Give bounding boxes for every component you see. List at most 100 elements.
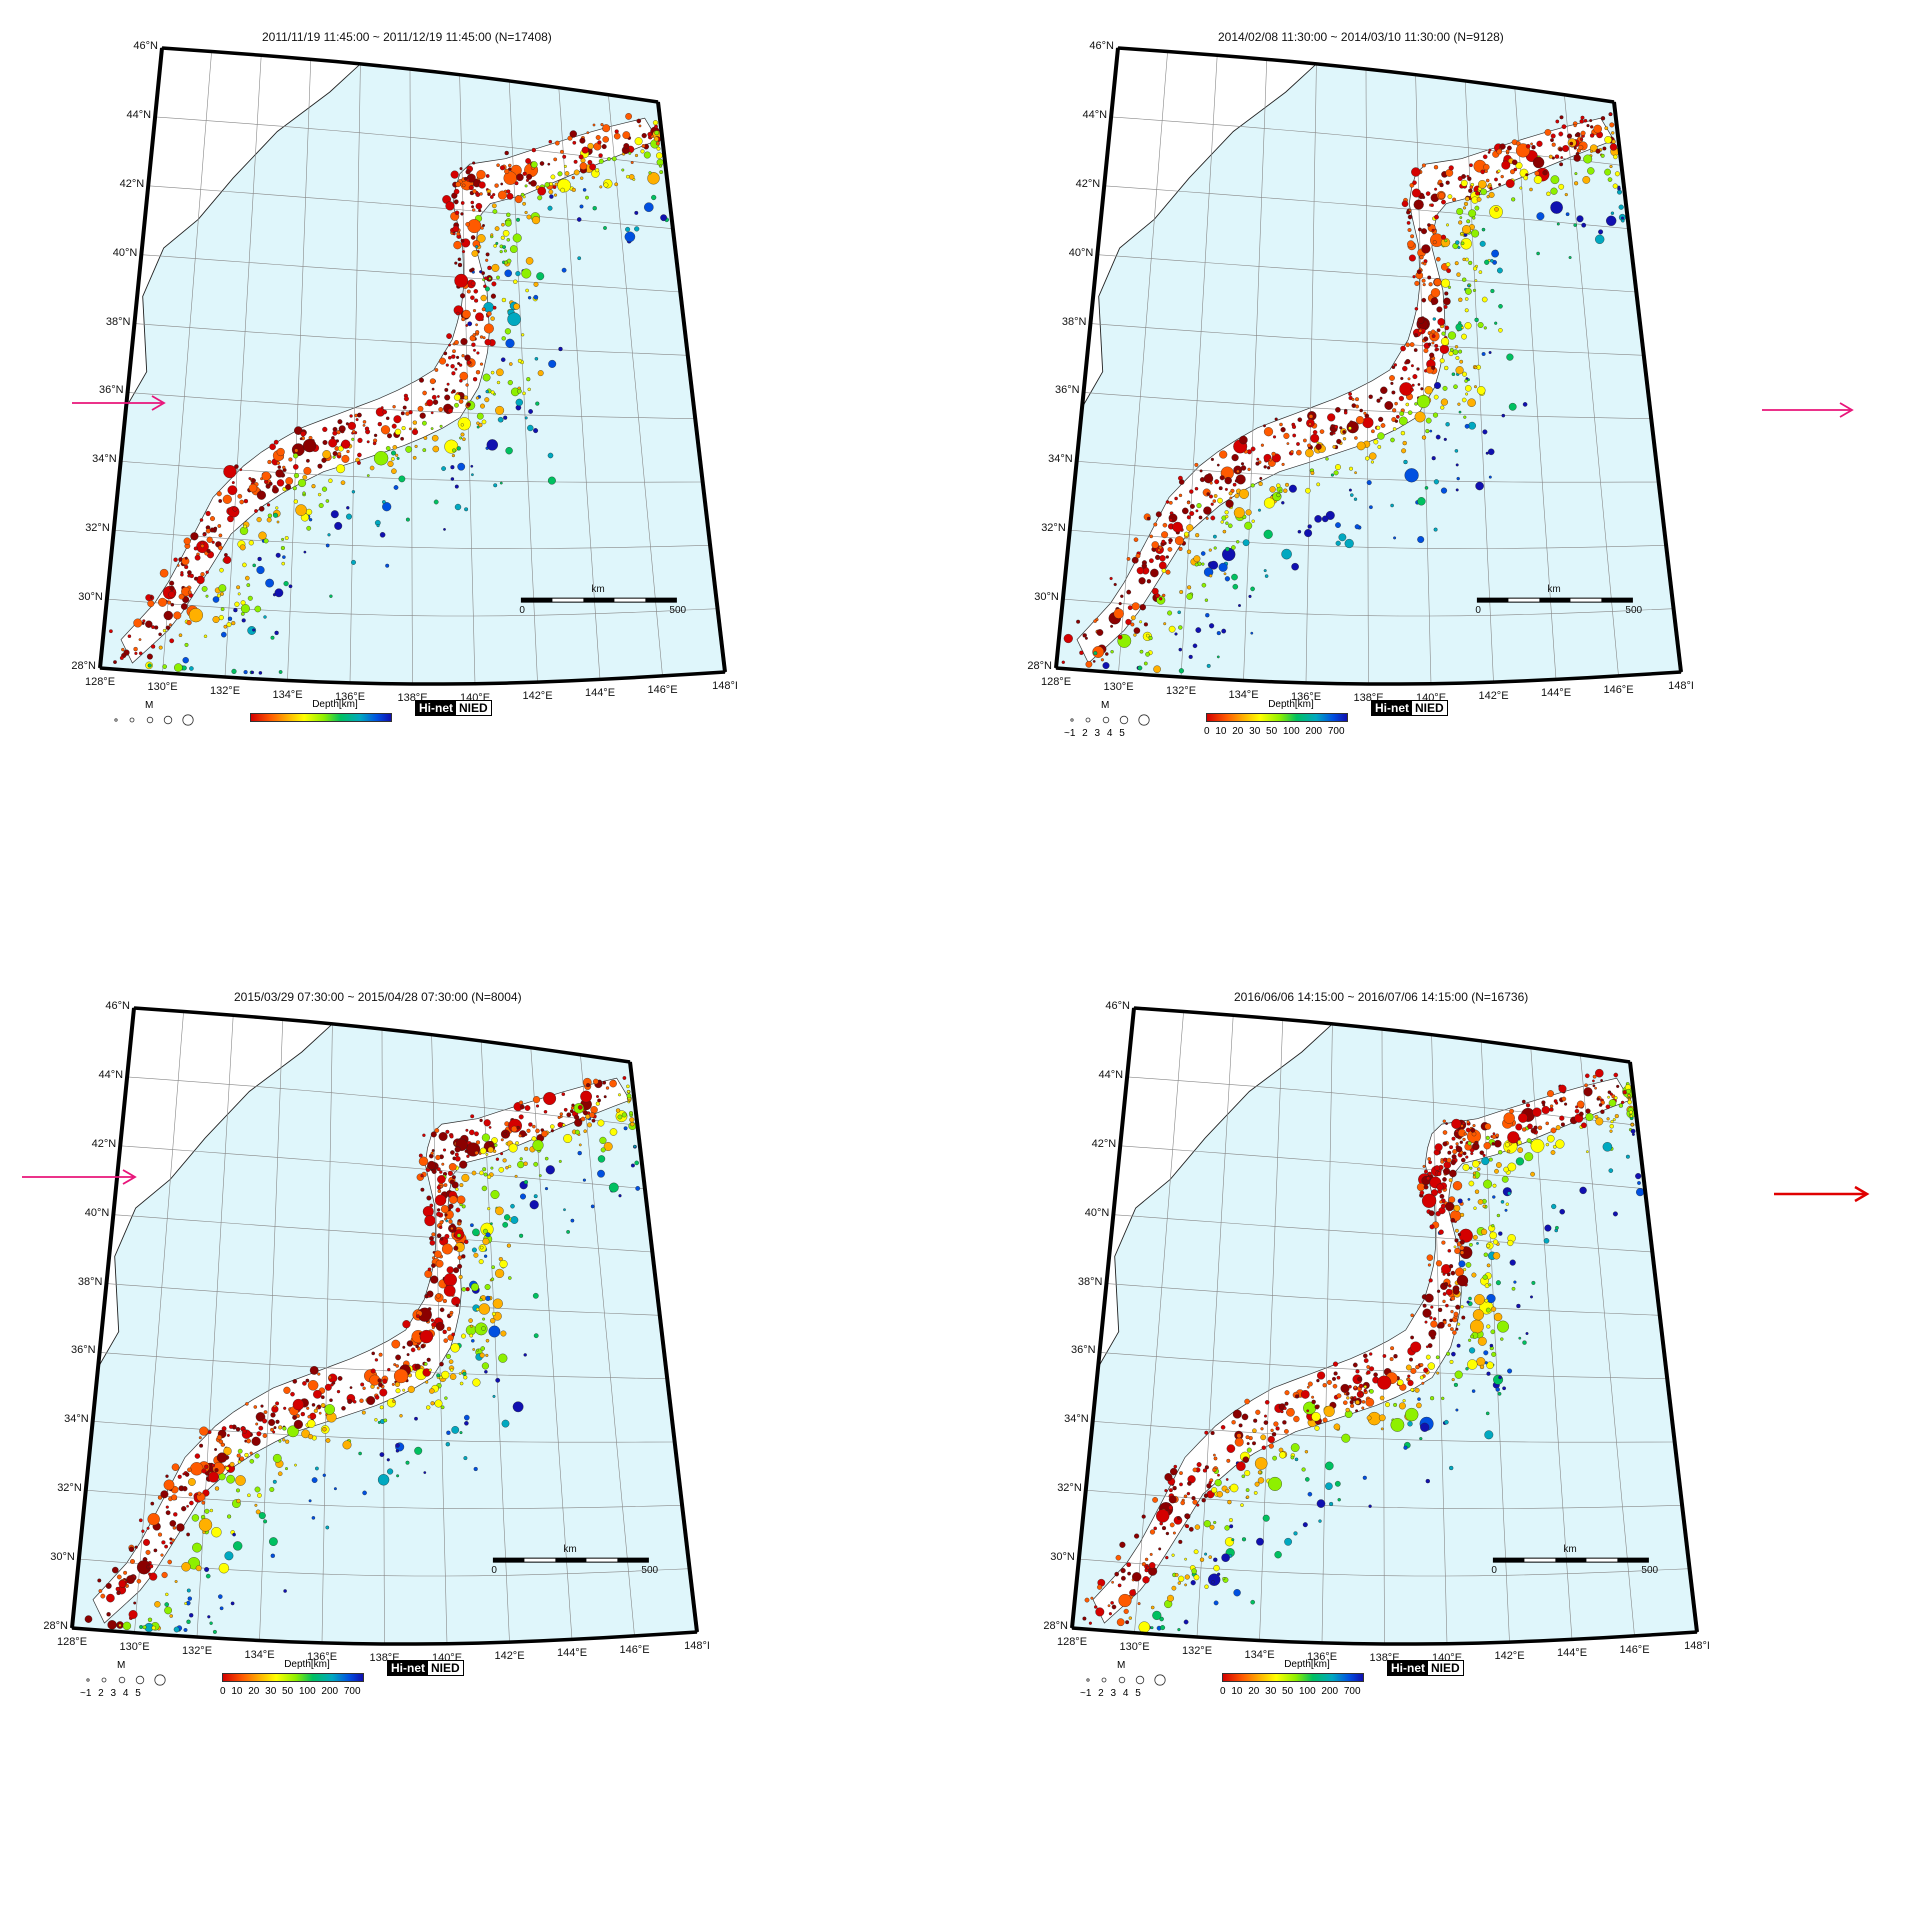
earthquake-dot — [1488, 1283, 1492, 1287]
earthquake-dot — [1465, 1367, 1469, 1371]
earthquake-dot — [472, 161, 476, 165]
earthquake-dot — [566, 1230, 570, 1234]
earthquake-dot — [277, 1471, 283, 1476]
earthquake-dot — [324, 1404, 335, 1415]
earthquake-dot — [1483, 1252, 1488, 1257]
earthquake-dot — [1479, 1364, 1485, 1370]
depth-legend-ticks: 0 10 20 30 50 100 200 700 — [1204, 726, 1345, 737]
earthquake-dot — [446, 1354, 451, 1359]
earthquake-dot — [456, 311, 460, 316]
earthquake-dot — [1240, 462, 1245, 466]
location-arrow-head — [122, 1169, 137, 1185]
lat-label: 36°N — [98, 384, 124, 397]
earthquake-dot — [116, 1590, 121, 1596]
earthquake-dot — [167, 1559, 172, 1565]
earthquake-dot — [463, 1375, 468, 1380]
earthquake-dot — [1252, 1441, 1256, 1446]
earthquake-dot — [338, 425, 346, 433]
earthquake-dot — [1213, 1600, 1219, 1606]
earthquake-dot — [443, 1183, 448, 1187]
lat-label: 30°N — [78, 591, 103, 604]
earthquake-dot — [1457, 402, 1461, 406]
earthquake-dot — [357, 412, 362, 418]
earthquake-dot — [209, 1621, 213, 1625]
earthquake-dot — [478, 1259, 484, 1265]
logo-hinet-text: Hi-net — [1372, 701, 1412, 715]
earthquake-dot — [97, 1578, 102, 1583]
earthquake-dot — [292, 1379, 298, 1384]
earthquake-dot — [160, 1553, 164, 1557]
earthquake-dot — [1529, 187, 1533, 192]
earthquake-dot — [219, 567, 224, 573]
earthquake-dot — [1312, 430, 1318, 435]
earthquake-dot — [328, 478, 333, 483]
earthquake-dot — [485, 174, 490, 178]
earthquake-dot — [272, 1479, 277, 1484]
earthquake-dot — [149, 1564, 154, 1569]
earthquake-dot — [1209, 623, 1215, 629]
earthquake-dot — [634, 153, 639, 158]
earthquake-dot — [626, 1084, 630, 1089]
earthquake-dot — [1258, 481, 1263, 486]
earthquake-dot — [1433, 1317, 1437, 1321]
earthquake-dot — [1213, 534, 1217, 539]
earthquake-dot — [235, 1475, 246, 1486]
earthquake-dot — [1566, 133, 1573, 139]
earthquake-dot — [457, 262, 463, 268]
earthquake-dot — [1063, 633, 1073, 644]
earthquake-dot — [481, 1362, 489, 1370]
earthquake-dot — [490, 390, 495, 395]
earthquake-dot — [1559, 1208, 1565, 1215]
earthquake-dot — [1189, 503, 1195, 509]
earthquake-dot — [311, 1403, 316, 1407]
earthquake-dot — [503, 1131, 507, 1136]
earthquake-dot — [194, 576, 198, 581]
earthquake-dot — [431, 387, 435, 391]
earthquake-dot — [1195, 533, 1200, 538]
earthquake-dot — [586, 131, 590, 135]
earthquake-dot — [1472, 1124, 1476, 1128]
earthquake-dot — [1376, 398, 1381, 403]
earthquake-dot — [379, 532, 386, 538]
earthquake-dot — [470, 464, 474, 468]
earthquake-dot — [1356, 441, 1366, 451]
earthquake-dot — [378, 1352, 383, 1357]
scale-end: 500 — [641, 1565, 659, 1577]
earthquake-dot — [1326, 1379, 1332, 1385]
earthquake-dot — [198, 1518, 213, 1532]
earthquake-dot — [256, 490, 266, 500]
earthquake-dot — [449, 1195, 458, 1204]
earthquake-dot — [505, 338, 515, 348]
earthquake-dot — [1178, 493, 1183, 498]
earthquake-dot — [1150, 1626, 1154, 1630]
earthquake-dot — [229, 1424, 234, 1429]
earthquake-dot — [170, 602, 175, 607]
lat-label: 42°N — [91, 1137, 117, 1150]
earthquake-dot — [1455, 366, 1464, 375]
earthquake-dot — [1399, 411, 1405, 416]
earthquake-dot — [423, 436, 428, 440]
lat-label: 42°N — [119, 177, 145, 190]
earthquake-dot — [500, 235, 505, 240]
earthquake-dot — [1595, 1068, 1604, 1078]
earthquake-dot — [1442, 1130, 1448, 1135]
earthquake-dot — [1359, 408, 1363, 413]
earthquake-dot — [1493, 1239, 1499, 1245]
earthquake-dot — [1446, 223, 1449, 227]
earthquake-dot — [1260, 443, 1264, 447]
earthquake-dot — [227, 616, 233, 621]
earthquake-dot — [1441, 1240, 1446, 1245]
earthquake-dot — [577, 1150, 582, 1156]
earthquake-dot — [224, 1551, 234, 1561]
earthquake-dot — [271, 486, 279, 494]
earthquake-dot — [439, 1375, 443, 1380]
earthquake-dot — [256, 565, 265, 575]
earthquake-dot — [558, 1159, 562, 1163]
earthquake-dot — [1150, 1605, 1155, 1610]
earthquake-dot — [539, 161, 545, 166]
earthquake-dot — [1178, 647, 1183, 652]
earthquake-dot — [470, 1114, 475, 1119]
earthquake-dot — [1425, 191, 1431, 196]
earthquake-dot — [159, 568, 169, 578]
earthquake-dot — [525, 158, 531, 164]
